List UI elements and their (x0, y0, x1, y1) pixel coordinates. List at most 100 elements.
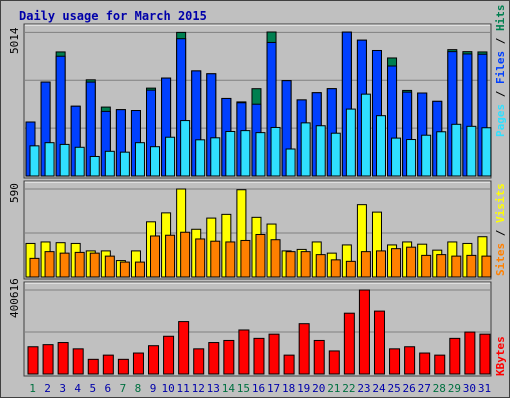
day-label-7: 7 (120, 382, 127, 395)
bar-sites-day-9 (150, 235, 161, 278)
bar-sites-day-6 (104, 255, 115, 278)
bar-kbytes-day-15 (238, 329, 250, 375)
bar-kbytes-day-9 (148, 345, 160, 375)
bar-pages-day-28 (436, 131, 447, 177)
bar-pages-day-21 (330, 132, 341, 177)
bar-kbytes-day-4 (72, 348, 84, 375)
day-label-28: 28 (433, 382, 446, 395)
bar-kbytes-day-8 (132, 352, 144, 375)
bar-kbytes-day-30 (464, 331, 476, 375)
bar-sites-day-19 (300, 251, 311, 278)
bar-pages-day-2 (44, 142, 55, 177)
bar-kbytes-day-19 (298, 323, 310, 375)
bar-kbytes-day-7 (117, 358, 129, 375)
legend-entry: Hits (494, 5, 507, 32)
legend-kbytes: KBytes (494, 336, 507, 376)
legend-entry: / (494, 223, 507, 243)
bar-sites-day-20 (315, 254, 326, 278)
day-label-11: 11 (177, 382, 190, 395)
day-label-6: 6 (105, 382, 112, 395)
bar-sites-day-12 (195, 238, 206, 278)
bar-pages-day-3 (59, 143, 70, 177)
bar-sites-day-27 (421, 254, 432, 278)
ymax-label-hits-files-pages: 5014 (8, 27, 21, 54)
bar-sites-day-25 (391, 248, 402, 278)
bar-kbytes-day-18 (283, 354, 295, 375)
bar-pages-day-12 (195, 139, 206, 177)
bar-pages-day-17 (270, 126, 281, 177)
legend-entry: KBytes (494, 336, 507, 376)
bar-kbytes-day-25 (389, 348, 401, 375)
bar-pages-day-29 (451, 123, 462, 177)
legend-entry: Sites (494, 243, 507, 276)
bar-pages-day-24 (375, 115, 386, 177)
legend-hits-files-pages: Pages / Files / Hits (494, 5, 507, 138)
legend-entry: / (494, 84, 507, 104)
day-label-12: 12 (192, 382, 205, 395)
bar-pages-day-27 (421, 134, 432, 177)
day-label-1: 1 (29, 382, 36, 395)
day-label-26: 26 (403, 382, 416, 395)
legend-entry: / (494, 31, 507, 51)
day-label-25: 25 (387, 382, 400, 395)
bar-kbytes-day-22 (343, 312, 355, 375)
bar-sites-day-16 (255, 233, 266, 278)
bar-pages-day-31 (481, 127, 492, 177)
bar-kbytes-day-26 (404, 346, 416, 375)
bar-kbytes-day-21 (328, 350, 340, 375)
ymax-label-kbytes: 400616 (8, 278, 21, 318)
bar-pages-day-7 (119, 151, 130, 177)
bar-sites-day-5 (89, 252, 100, 278)
day-label-3: 3 (59, 382, 66, 395)
bar-kbytes-day-13 (208, 342, 220, 375)
bar-sites-day-30 (466, 254, 477, 278)
bar-kbytes-day-28 (434, 354, 446, 375)
legend-entry: Pages (494, 104, 507, 137)
bar-kbytes-day-2 (42, 344, 54, 375)
bar-kbytes-day-24 (373, 310, 385, 375)
bar-kbytes-day-6 (102, 354, 114, 375)
day-label-15: 15 (237, 382, 250, 395)
bar-sites-day-28 (436, 254, 447, 278)
bar-pages-day-25 (391, 137, 402, 177)
bar-pages-day-30 (466, 125, 477, 177)
bar-pages-day-11 (180, 120, 191, 177)
bar-pages-day-9 (150, 146, 161, 177)
bar-sites-day-1 (29, 257, 40, 278)
bar-sites-day-15 (240, 239, 251, 278)
chart-title: Daily usage for March 2015 (19, 9, 207, 23)
bar-sites-day-24 (375, 250, 386, 278)
bar-sites-day-4 (74, 251, 85, 278)
legend-entry: Visits (494, 183, 507, 223)
bar-kbytes-day-14 (223, 339, 235, 375)
day-label-23: 23 (357, 382, 370, 395)
bar-sites-day-7 (119, 261, 130, 278)
bar-sites-day-31 (481, 255, 492, 278)
bar-kbytes-day-27 (419, 352, 431, 375)
bar-kbytes-day-3 (57, 342, 69, 375)
bar-pages-day-26 (406, 139, 417, 177)
day-label-21: 21 (327, 382, 340, 395)
bar-sites-day-14 (225, 241, 236, 278)
bar-kbytes-day-11 (178, 321, 190, 375)
day-label-2: 2 (44, 382, 51, 395)
bar-sites-day-21 (330, 259, 341, 278)
bar-pages-day-19 (300, 122, 311, 177)
bar-pages-day-18 (285, 148, 296, 177)
day-label-20: 20 (312, 382, 325, 395)
bar-kbytes-day-16 (253, 337, 265, 375)
bar-pages-day-15 (240, 130, 251, 177)
day-label-17: 17 (267, 382, 280, 395)
day-label-5: 5 (89, 382, 96, 395)
bar-kbytes-day-29 (449, 337, 461, 375)
day-label-29: 29 (448, 382, 461, 395)
bar-pages-day-10 (165, 136, 176, 177)
bar-kbytes-day-31 (479, 333, 491, 375)
bar-sites-day-23 (360, 251, 371, 278)
bar-kbytes-day-5 (87, 358, 99, 375)
bar-sites-day-22 (345, 260, 356, 278)
bar-sites-day-2 (44, 251, 55, 278)
day-label-8: 8 (135, 382, 142, 395)
